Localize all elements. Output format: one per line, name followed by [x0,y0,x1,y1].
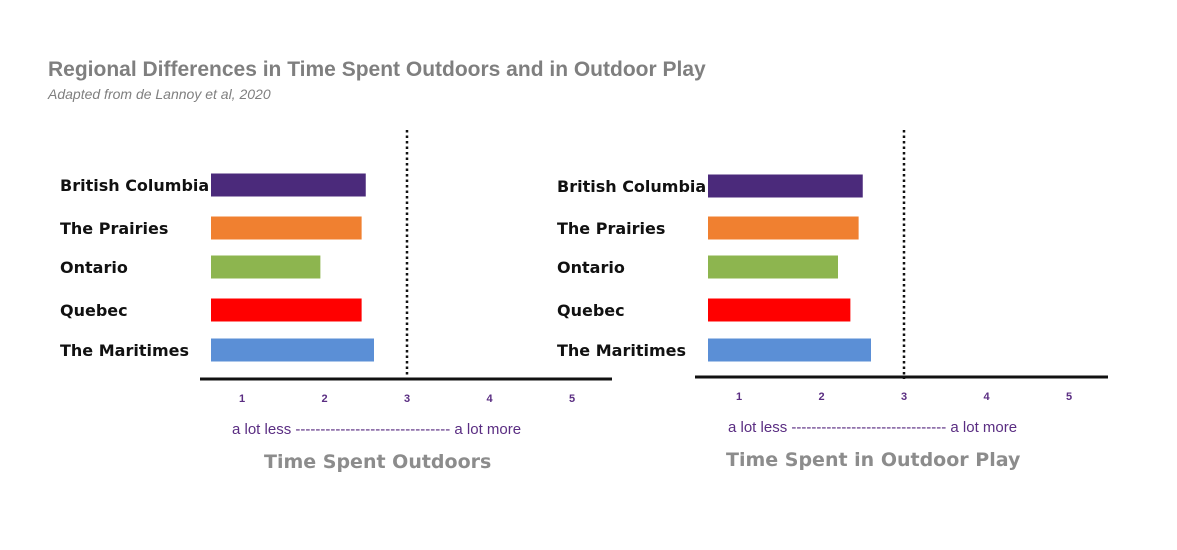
bar-the-maritimes [211,338,374,362]
x-axis-title: Time Spent in Outdoor Play [726,449,1021,471]
tick-label: 2 [321,393,327,405]
category-label: British Columbia [60,176,209,195]
tick-label: 4 [983,391,990,403]
bar-british-columbia [211,173,366,197]
bar-quebec [211,298,362,322]
bar-british-columbia [708,174,863,198]
bar-the-maritimes [708,338,871,362]
category-label: Ontario [60,258,128,277]
tick-label: 2 [818,391,824,403]
category-label: Quebec [60,301,128,320]
tick-label: 1 [239,393,245,405]
tick-label: 4 [486,393,493,405]
bar-ontario [708,255,838,279]
tick-label: 1 [736,391,742,403]
tick-label: 5 [569,393,575,405]
category-label: The Prairies [557,219,665,238]
page-title: Regional Differences in Time Spent Outdo… [48,58,706,81]
scale-text: a lot less -----------------------------… [728,419,1017,436]
category-label: The Prairies [60,219,168,238]
category-label: The Maritimes [60,341,189,360]
category-label: The Maritimes [557,341,686,360]
tick-label: 3 [901,391,907,403]
category-label: Ontario [557,258,625,277]
scale-text: a lot less -----------------------------… [232,421,521,438]
bar-the-prairies [211,216,362,240]
page-subtitle: Adapted from de Lannoy et al, 2020 [48,86,271,102]
bar-quebec [708,298,851,322]
chart-2: British Columbia The Prairies Ontario Quebe… [557,130,1108,471]
category-label: Quebec [557,301,625,320]
tick-label: 5 [1066,391,1072,403]
bar-ontario [211,255,321,279]
x-axis-title: Time Spent Outdoors [264,451,491,473]
category-label: British Columbia [557,177,706,196]
tick-label: 3 [404,393,410,405]
bar-the-prairies [708,216,859,240]
chart-1: British Columbia The Prairies Ontario Quebe… [60,130,612,473]
